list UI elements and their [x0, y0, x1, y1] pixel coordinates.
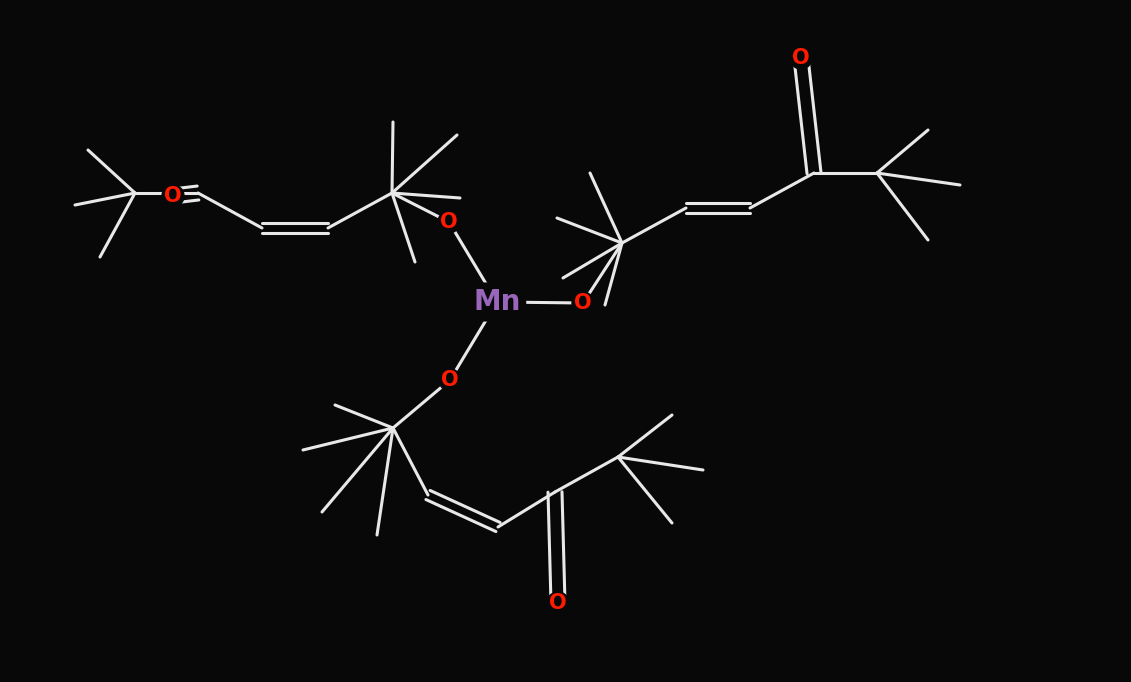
Circle shape — [439, 369, 461, 391]
Circle shape — [438, 211, 460, 233]
Text: Mn: Mn — [473, 288, 520, 316]
Text: O: O — [575, 293, 592, 313]
Circle shape — [789, 47, 812, 69]
Text: O: O — [164, 186, 182, 206]
Text: O: O — [440, 212, 458, 232]
Text: O: O — [792, 48, 810, 68]
Circle shape — [547, 592, 569, 614]
Circle shape — [572, 292, 594, 314]
Text: O: O — [550, 593, 567, 613]
Circle shape — [162, 185, 184, 207]
Text: O: O — [441, 370, 459, 390]
